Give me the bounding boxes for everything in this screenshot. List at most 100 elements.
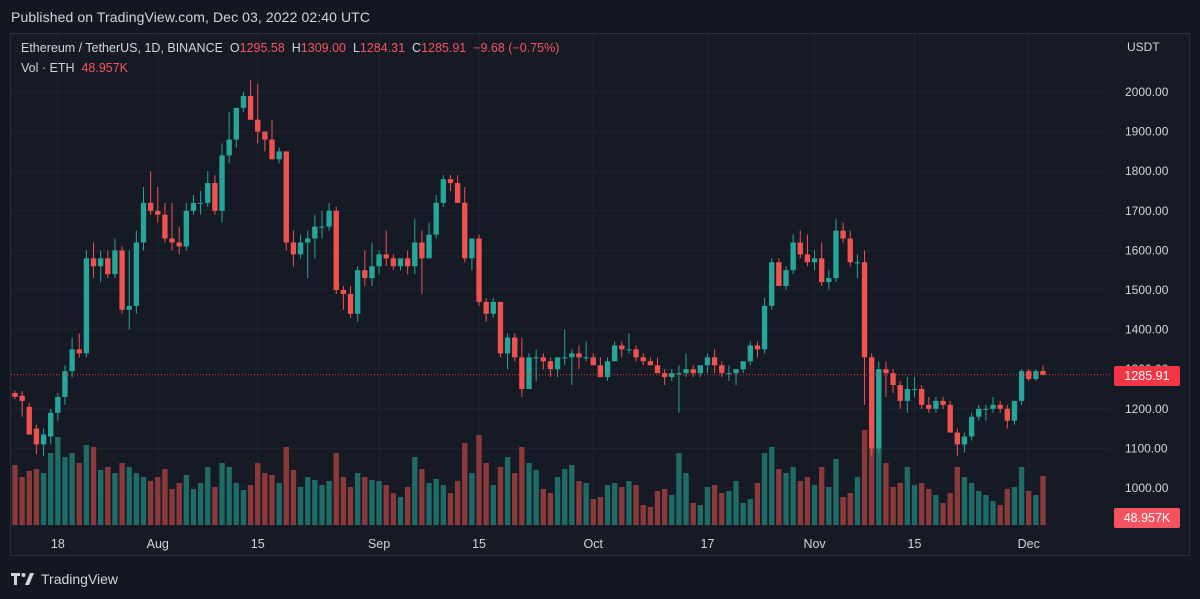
volume-bar <box>133 473 140 525</box>
volume-bar <box>576 481 582 525</box>
candle-body <box>297 242 304 255</box>
candle-body <box>426 234 432 259</box>
volume-bar <box>676 453 682 525</box>
volume-bar <box>76 463 82 525</box>
x-tick-label: Dec <box>1018 537 1040 551</box>
candle-body <box>519 357 525 389</box>
candle-body <box>619 345 625 350</box>
candle-body <box>483 301 489 314</box>
candle-body <box>383 254 389 259</box>
volume-bar <box>1018 467 1025 525</box>
candle-body <box>312 226 318 239</box>
volume-bar <box>483 463 489 525</box>
volume-bar <box>433 479 439 525</box>
candle-body <box>490 301 496 314</box>
volume-bar <box>462 443 468 525</box>
volume-bar <box>90 447 97 525</box>
volume-bar <box>797 481 803 525</box>
volume-bar <box>48 453 54 525</box>
candle-body <box>804 254 811 263</box>
volume-bar <box>933 495 939 525</box>
volume-bar <box>626 481 632 525</box>
candle-body <box>33 428 40 445</box>
volume-bar <box>647 507 654 525</box>
published-notice: Published on TradingView.com, Dec 03, 20… <box>11 9 371 25</box>
candle-body <box>362 270 368 279</box>
volume-bar <box>397 497 404 525</box>
candle-body <box>761 305 768 350</box>
x-tick-label: 18 <box>51 537 65 551</box>
open-label: O <box>229 41 240 55</box>
candle-body <box>290 242 297 255</box>
volume-bar <box>854 477 861 525</box>
volume-bar <box>1011 487 1018 525</box>
volume-bar <box>590 499 596 525</box>
volume-bar <box>697 505 704 525</box>
volume-bars <box>12 430 1046 525</box>
candle-body <box>968 416 975 437</box>
volume-bar <box>918 483 925 525</box>
y-tick-label: 1400.00 <box>1125 323 1169 337</box>
volume-bar <box>562 469 568 525</box>
volume-bar <box>704 487 711 525</box>
candle-body <box>369 266 375 279</box>
candle-body <box>740 361 746 370</box>
candle-body <box>554 357 561 370</box>
volume-bar <box>469 473 475 525</box>
candle-body <box>26 406 32 435</box>
volume-bar <box>947 493 953 525</box>
currency-label[interactable]: USDT <box>1127 40 1160 54</box>
x-tick-label: 17 <box>701 537 715 551</box>
volume-bar <box>55 437 61 525</box>
candle-body <box>48 412 54 437</box>
volume-bar <box>333 453 339 525</box>
footer-brand[interactable]: TradingView <box>11 570 118 588</box>
volume-bar <box>155 477 161 525</box>
volume-bar <box>476 435 482 525</box>
candle-body <box>376 254 382 267</box>
symbol-label[interactable]: Ethereum / TetherUS, 1D, BINANCE <box>21 41 223 55</box>
candle-body <box>119 250 125 310</box>
candle-body <box>340 290 347 294</box>
high-label: H <box>291 41 301 55</box>
volume-bar <box>890 487 896 525</box>
volume-bar <box>176 483 182 525</box>
y-tick-label: 1800.00 <box>1125 164 1169 178</box>
volume-bar <box>754 483 761 525</box>
volume-bar <box>654 491 661 525</box>
x-tick-label: Oct <box>584 537 604 551</box>
candle-body <box>769 262 775 306</box>
volume-bar <box>340 477 347 525</box>
candle-body <box>105 258 111 275</box>
candle-body <box>833 230 839 279</box>
volume-bar <box>847 493 853 525</box>
volume-bar <box>454 481 461 525</box>
candle-body <box>497 301 504 354</box>
candle-body <box>247 95 254 120</box>
y-tick-label: 1600.00 <box>1125 243 1169 257</box>
candle-body <box>868 357 875 449</box>
close-label: C <box>412 41 422 55</box>
candle-body <box>911 389 918 390</box>
candle-body <box>283 151 289 243</box>
volume-bar <box>383 485 389 525</box>
candle-body <box>454 183 461 203</box>
volume-bar <box>690 503 696 525</box>
volume-bar <box>790 467 796 525</box>
volume-bar <box>190 489 197 525</box>
volume-bar <box>105 467 111 525</box>
candle-body <box>83 258 90 354</box>
volume-bar <box>661 489 668 525</box>
volume-bar <box>119 463 125 525</box>
candle-body <box>690 369 696 374</box>
volume-label[interactable]: Vol · ETH <box>21 61 75 75</box>
volume-bar <box>390 493 397 525</box>
candle-body <box>176 242 182 247</box>
volume-bar <box>997 505 1003 525</box>
candle-body <box>983 408 989 410</box>
volume-bar <box>1026 491 1032 525</box>
candle-body <box>440 179 447 203</box>
candle-body <box>811 258 818 263</box>
volume-bar <box>147 481 154 525</box>
